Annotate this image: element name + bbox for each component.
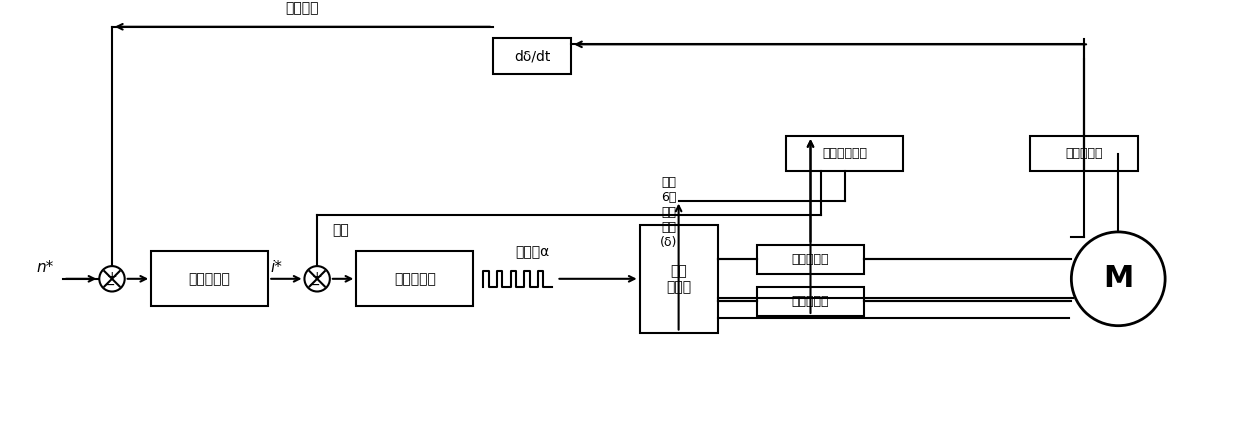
Text: 电流: 电流 [332, 223, 348, 237]
Text: dδ/dt: dδ/dt [513, 49, 551, 63]
Text: 电流传感器: 电流传感器 [792, 295, 830, 308]
Text: −: − [103, 278, 115, 292]
Text: M: M [1104, 264, 1133, 293]
Text: 三相
逆变桥: 三相 逆变桥 [666, 264, 691, 294]
Text: 占空比α: 占空比α [515, 245, 549, 259]
FancyBboxPatch shape [494, 38, 572, 73]
Text: 电机转速: 电机转速 [285, 1, 319, 15]
Circle shape [1071, 232, 1166, 326]
Text: 母线电流重构: 母线电流重构 [822, 147, 867, 160]
Text: 位置传感器: 位置传感器 [1065, 147, 1102, 160]
Text: +: + [107, 270, 118, 283]
Text: 电流调节器: 电流调节器 [394, 272, 435, 286]
FancyBboxPatch shape [640, 225, 718, 333]
Text: 转子
6个
离散
位置
(δ): 转子 6个 离散 位置 (δ) [660, 176, 677, 249]
FancyBboxPatch shape [786, 136, 903, 171]
FancyBboxPatch shape [1030, 136, 1138, 171]
Text: n*: n* [37, 260, 55, 275]
Text: −: − [309, 278, 320, 292]
Text: 转速调节器: 转速调节器 [188, 272, 231, 286]
FancyBboxPatch shape [756, 286, 864, 316]
FancyBboxPatch shape [756, 245, 864, 274]
Circle shape [305, 266, 330, 292]
Circle shape [99, 266, 125, 292]
Text: i*: i* [270, 260, 281, 275]
FancyBboxPatch shape [356, 251, 474, 306]
Text: +: + [311, 270, 322, 283]
Text: 电流传感器: 电流传感器 [792, 253, 830, 266]
FancyBboxPatch shape [151, 251, 268, 306]
